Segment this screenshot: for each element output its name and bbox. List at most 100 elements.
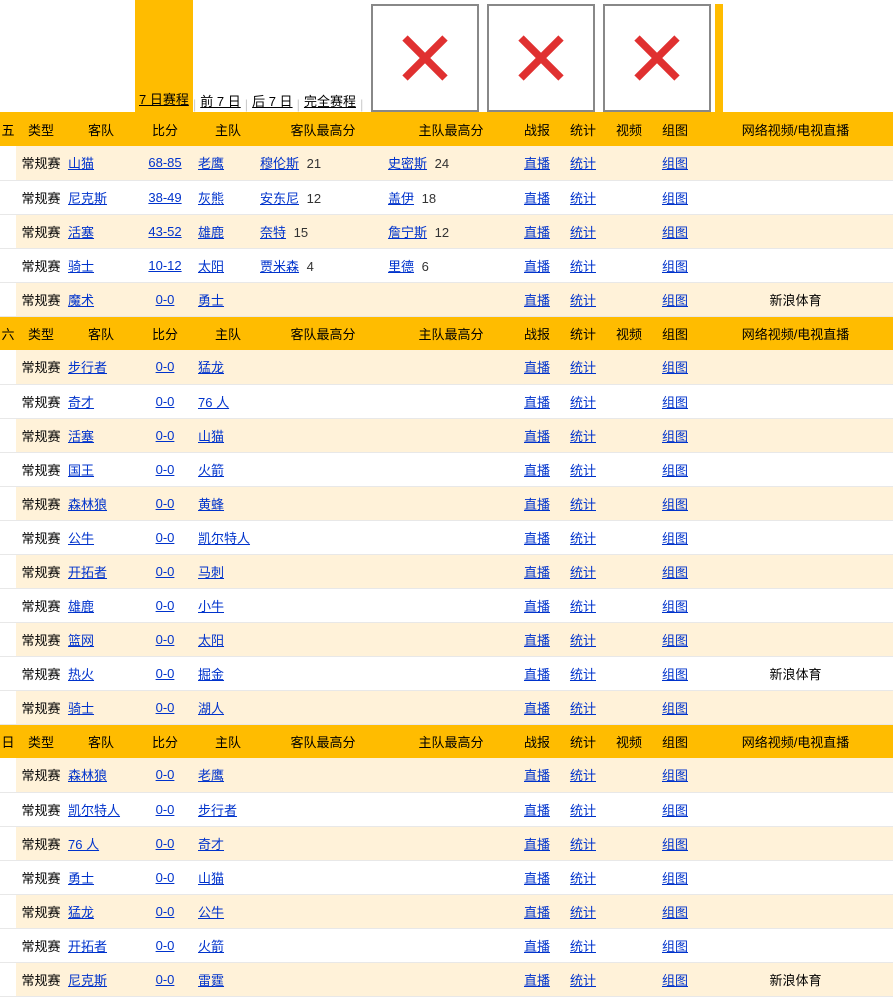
chart-link[interactable]: 组图 [662,565,688,580]
score-link[interactable]: 0-0 [156,530,175,545]
team-link[interactable]: 老鹰 [198,156,224,171]
team-link[interactable]: 太阳 [198,259,224,274]
stats-link[interactable]: 统计 [570,531,596,546]
team-link[interactable]: 马刺 [198,565,224,580]
score-link[interactable]: 0-0 [156,598,175,613]
stats-link[interactable]: 统计 [570,768,596,783]
stats-link[interactable]: 统计 [570,463,596,478]
nav-tab-1[interactable]: 前 7 日 [196,92,244,112]
score-link[interactable]: 0-0 [156,564,175,579]
live-link[interactable]: 直播 [524,191,550,206]
chart-link[interactable]: 组图 [662,225,688,240]
score-link[interactable]: 0-0 [156,836,175,851]
player-link[interactable]: 穆伦斯 [260,156,299,171]
stats-link[interactable]: 统计 [570,667,596,682]
score-link[interactable]: 0-0 [156,700,175,715]
chart-link[interactable]: 组图 [662,531,688,546]
score-link[interactable]: 0-0 [156,359,175,374]
stats-link[interactable]: 统计 [570,871,596,886]
team-link[interactable]: 勇士 [198,293,224,308]
score-link[interactable]: 0-0 [156,767,175,782]
team-link[interactable]: 步行者 [198,803,237,818]
team-link[interactable]: 雄鹿 [198,225,224,240]
chart-link[interactable]: 组图 [662,871,688,886]
chart-link[interactable]: 组图 [662,768,688,783]
live-link[interactable]: 直播 [524,429,550,444]
nav-tab-0[interactable]: 7 日赛程 [135,0,193,112]
team-link[interactable]: 活塞 [68,429,94,444]
score-link[interactable]: 0-0 [156,496,175,511]
team-link[interactable]: 火箭 [198,463,224,478]
team-link[interactable]: 猛龙 [68,905,94,920]
team-link[interactable]: 公牛 [198,905,224,920]
live-link[interactable]: 直播 [524,633,550,648]
team-link[interactable]: 骑士 [68,701,94,716]
team-link[interactable]: 凯尔特人 [68,803,120,818]
team-link[interactable]: 森林狼 [68,768,107,783]
stats-link[interactable]: 统计 [570,429,596,444]
nav-tab-3[interactable]: 完全赛程 [300,92,360,112]
chart-link[interactable]: 组图 [662,905,688,920]
team-link[interactable]: 尼克斯 [68,973,107,988]
team-link[interactable]: 热火 [68,667,94,682]
player-link[interactable]: 安东尼 [260,191,299,206]
score-link[interactable]: 0-0 [156,802,175,817]
team-link[interactable]: 公牛 [68,531,94,546]
live-link[interactable]: 直播 [524,360,550,375]
player-link[interactable]: 盖伊 [388,191,414,206]
score-link[interactable]: 0-0 [156,904,175,919]
chart-link[interactable]: 组图 [662,973,688,988]
live-link[interactable]: 直播 [524,905,550,920]
live-link[interactable]: 直播 [524,667,550,682]
score-link[interactable]: 0-0 [156,632,175,647]
live-link[interactable]: 直播 [524,837,550,852]
chart-link[interactable]: 组图 [662,259,688,274]
player-link[interactable]: 里德 [388,259,414,274]
chart-link[interactable]: 组图 [662,360,688,375]
chart-link[interactable]: 组图 [662,156,688,171]
team-link[interactable]: 黄蜂 [198,497,224,512]
score-link[interactable]: 68-85 [148,155,181,170]
stats-link[interactable]: 统计 [570,939,596,954]
player-link[interactable]: 奈特 [260,225,286,240]
live-link[interactable]: 直播 [524,395,550,410]
team-link[interactable]: 灰熊 [198,191,224,206]
chart-link[interactable]: 组图 [662,293,688,308]
chart-link[interactable]: 组图 [662,191,688,206]
team-link[interactable]: 76 人 [68,837,99,852]
team-link[interactable]: 开拓者 [68,939,107,954]
team-link[interactable]: 步行者 [68,360,107,375]
stats-link[interactable]: 统计 [570,599,596,614]
stats-link[interactable]: 统计 [570,293,596,308]
live-link[interactable]: 直播 [524,701,550,716]
live-link[interactable]: 直播 [524,156,550,171]
chart-link[interactable]: 组图 [662,463,688,478]
chart-link[interactable]: 组图 [662,395,688,410]
team-link[interactable]: 国王 [68,463,94,478]
team-link[interactable]: 森林狼 [68,497,107,512]
score-link[interactable]: 38-49 [148,190,181,205]
score-link[interactable]: 0-0 [156,870,175,885]
live-link[interactable]: 直播 [524,293,550,308]
live-link[interactable]: 直播 [524,768,550,783]
live-link[interactable]: 直播 [524,497,550,512]
stats-link[interactable]: 统计 [570,497,596,512]
live-link[interactable]: 直播 [524,973,550,988]
player-link[interactable]: 史密斯 [388,156,427,171]
stats-link[interactable]: 统计 [570,565,596,580]
team-link[interactable]: 雄鹿 [68,599,94,614]
live-link[interactable]: 直播 [524,259,550,274]
team-link[interactable]: 凯尔特人 [198,531,250,546]
chart-link[interactable]: 组图 [662,667,688,682]
chart-link[interactable]: 组图 [662,429,688,444]
team-link[interactable]: 骑士 [68,259,94,274]
chart-link[interactable]: 组图 [662,837,688,852]
team-link[interactable]: 猛龙 [198,360,224,375]
stats-link[interactable]: 统计 [570,191,596,206]
score-link[interactable]: 0-0 [156,394,175,409]
score-link[interactable]: 0-0 [156,292,175,307]
score-link[interactable]: 0-0 [156,972,175,987]
live-link[interactable]: 直播 [524,599,550,614]
score-link[interactable]: 0-0 [156,666,175,681]
team-link[interactable]: 湖人 [198,701,224,716]
